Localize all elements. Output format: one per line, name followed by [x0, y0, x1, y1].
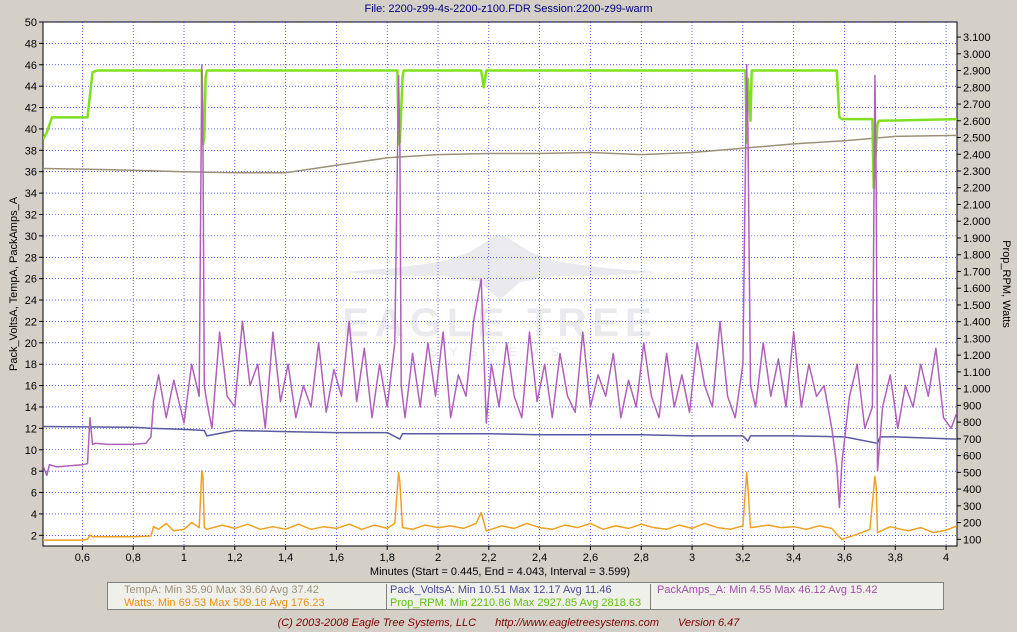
y-left-tick-label: 26	[25, 274, 37, 286]
x-tick-label: 2,8	[634, 552, 649, 564]
x-tick-label: 2,6	[583, 552, 598, 564]
series-line-prop-rpm	[43, 69, 957, 189]
y-left-tick-label: 6	[31, 488, 37, 500]
x-tick-label: 1,8	[380, 552, 395, 564]
x-tick-label: 3,8	[888, 552, 903, 564]
y-left-tick-label: 4	[31, 509, 37, 521]
y-right-tick-label: 1.900	[963, 233, 991, 245]
version-text: Version 6.47	[678, 617, 740, 629]
y-left-tick-label: 14	[25, 402, 37, 414]
x-tick-label: 4	[943, 552, 949, 564]
file-title: File: 2200-z99-4s-2200-z100.FDR Session:…	[364, 3, 653, 15]
legend-tempa: TempA: Min 35.90 Max 39.60 Avg 37.42	[124, 584, 319, 596]
copyright-bar: (C) 2003-2008 Eagle Tree Systems, LLC ht…	[0, 617, 1017, 629]
x-tick-label: 1	[181, 552, 187, 564]
legend-watts: Watts: Min 69.53 Max 509.16 Avg 176.23	[124, 597, 325, 609]
series-line-pack-voltsa	[43, 425, 957, 445]
y-right-tick-label: 2.600	[963, 116, 991, 128]
y-left-tick-label: 32	[25, 209, 37, 221]
plot-area	[42, 21, 958, 547]
series-line-watts	[43, 470, 957, 541]
x-tick-label: 1,2	[227, 552, 242, 564]
copyright-text: (C) 2003-2008 Eagle Tree Systems, LLC	[277, 617, 477, 629]
x-tick-label: 0,8	[126, 552, 141, 564]
y-left-tick-label: 46	[25, 60, 37, 72]
x-tick-label: 1,6	[329, 552, 344, 564]
x-tick-label: 1,4	[278, 552, 293, 564]
y-right-tick-label: 1.500	[963, 300, 991, 312]
y-left-tick-label: 10	[25, 445, 37, 457]
y-right-tick-label: 2.700	[963, 99, 991, 111]
legend-pack-volts: Pack_VoltsA: Min 10.51 Max 12.17 Avg 11.…	[390, 584, 612, 596]
y-left-tick-label: 34	[25, 188, 37, 200]
y-right-tick-label: 1.300	[963, 333, 991, 345]
svg-text:SYSTEMS: SYSTEMS	[429, 345, 570, 359]
y-right-tick-label: 2.400	[963, 149, 991, 161]
y-left-tick-label: 18	[25, 359, 37, 371]
x-tick-label: 0,6	[75, 552, 90, 564]
y-left-tick-label: 28	[25, 252, 37, 264]
svg-text:EAGLE TREE: EAGLE TREE	[342, 301, 658, 345]
y-axis-label-right: Prop_RPM, Watts	[1000, 240, 1012, 328]
y-axis-label-left: Pack_VoltsA, TempA, PackAmps_A	[8, 196, 20, 371]
chart: EAGLE TREE SYSTEMS 0,6 0,8 1 1,2 1,4 1,6 1,8 2 2…	[8, 17, 1012, 578]
y-left-tick-label: 2	[31, 530, 37, 542]
y-right-tick-label: 300	[963, 501, 981, 513]
y-right-tick-label: 600	[963, 451, 981, 463]
legend-panel: TempA: Min 35.90 Max 39.60 Avg 37.42 Wat…	[107, 582, 944, 610]
y-left-tick-label: 20	[25, 338, 37, 350]
y-right-tick-label: 3.100	[963, 32, 991, 44]
x-tick-label: 2,2	[481, 552, 496, 564]
y-right-tick-label: 400	[963, 484, 981, 496]
y-right-tick-label: 3.000	[963, 49, 991, 61]
y-left-tick-label: 44	[25, 81, 37, 93]
y-right-tick-label: 200	[963, 518, 981, 530]
y-right-tick-label: 1.700	[963, 266, 991, 278]
x-tick-label: 3,6	[837, 552, 852, 564]
y-right-tick-label: 2.900	[963, 66, 991, 78]
x-tick-label: 3,2	[735, 552, 750, 564]
x-tick-label: 2	[435, 552, 441, 564]
y-right-tick-label: 2.000	[963, 216, 991, 228]
y-right-tick-label: 1.000	[963, 384, 991, 396]
y-right-tick-label: 100	[963, 534, 981, 546]
y-left-tick-label: 22	[25, 316, 37, 328]
y-left-tick-label: 16	[25, 381, 37, 393]
website-link[interactable]: http://www.eagletreesystems.com	[495, 617, 659, 629]
series-line-packamps-a	[43, 64, 957, 509]
y-left-tick-label: 38	[25, 145, 37, 157]
y-right-tick-label: 500	[963, 467, 981, 479]
y-right-tick-label: 2.500	[963, 133, 991, 145]
y-right-tick-label: 800	[963, 417, 981, 429]
y-right-tick-label: 2.300	[963, 166, 991, 178]
x-tick-label: 2,4	[532, 552, 547, 564]
y-left-tick-label: 12	[25, 423, 37, 435]
y-right-tick-label: 1.600	[963, 283, 991, 295]
y-right-tick-label: 1.800	[963, 250, 991, 262]
series-line-tempa	[43, 134, 957, 174]
y-right-tick-label: 2.200	[963, 183, 991, 195]
y-right-tick-label: 2.100	[963, 199, 991, 211]
legend-prop-rpm: Prop_RPM: Min 2210.86 Max 2927.85 Avg 28…	[390, 597, 642, 609]
y-left-tick-label: 24	[25, 295, 37, 307]
legend-pack-amps: PackAmps_A: Min 4.55 Max 46.12 Avg 15.42	[657, 584, 878, 596]
x-axis-label: Minutes (Start = 0.445, End = 4.043, Int…	[370, 566, 630, 578]
x-tick-label: 3,4	[786, 552, 801, 564]
eagle-tree-watermark: EAGLE TREE SYSTEMS	[342, 236, 658, 359]
y-right-tick-label: 1.400	[963, 317, 991, 329]
y-right-tick-label: 900	[963, 400, 981, 412]
y-right-tick-label: 700	[963, 434, 981, 446]
y-left-tick-label: 36	[25, 167, 37, 179]
y-left-tick-label: 42	[25, 103, 37, 115]
y-left-tick-label: 50	[25, 17, 37, 29]
y-right-tick-label: 2.800	[963, 82, 991, 94]
y-left-tick-label: 8	[31, 466, 37, 478]
x-tick-label: 3	[689, 552, 695, 564]
y-left-tick-label: 30	[25, 231, 37, 243]
y-left-tick-label: 40	[25, 124, 37, 136]
y-right-tick-label: 1.200	[963, 350, 991, 362]
y-right-tick-label: 1.100	[963, 367, 991, 379]
y-left-tick-label: 48	[25, 38, 37, 50]
